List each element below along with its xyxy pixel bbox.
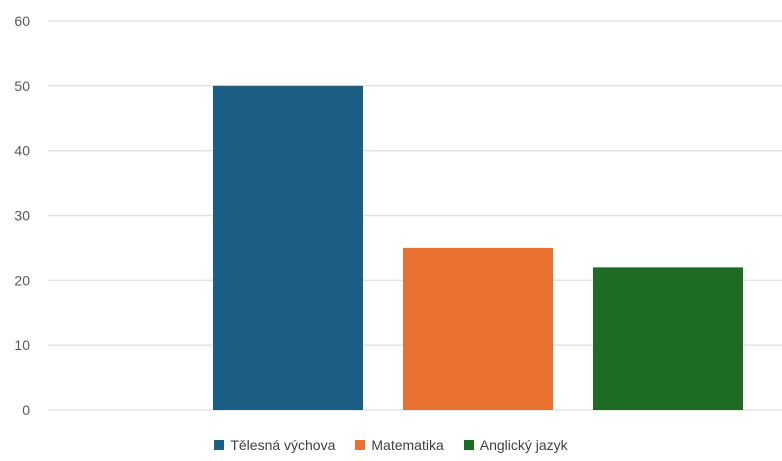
y-tick-label-60: 60 bbox=[14, 13, 30, 29]
bar-3 bbox=[593, 267, 743, 410]
legend-label-matematika: Matematika bbox=[371, 437, 444, 453]
y-tick-label-50: 50 bbox=[14, 78, 30, 94]
legend-label-telesna-vychova: Tělesná výchova bbox=[230, 437, 336, 453]
legend-item-anglicky-jazyk: Anglický jazyk bbox=[463, 437, 568, 453]
legend-item-telesna-vychova: Tělesná výchova bbox=[214, 437, 335, 453]
y-tick-label-20: 20 bbox=[14, 272, 30, 288]
bar-1 bbox=[213, 85, 363, 410]
y-tick-label-0: 0 bbox=[22, 402, 30, 418]
legend-swatch-telesna-vychova bbox=[214, 440, 225, 450]
y-tick-label-40: 40 bbox=[14, 143, 30, 159]
bar-2 bbox=[403, 247, 553, 410]
legend-swatch-matematika bbox=[355, 440, 366, 450]
legend: Tělesná výchova Matematika Anglický jazy… bbox=[0, 437, 782, 453]
legend-swatch-anglicky-jazyk bbox=[463, 440, 474, 450]
legend-item-matematika: Matematika bbox=[355, 437, 444, 453]
y-tick-label-30: 30 bbox=[14, 208, 30, 224]
y-tick-label-10: 10 bbox=[14, 337, 30, 353]
legend-label-anglicky-jazyk: Anglický jazyk bbox=[479, 437, 568, 453]
